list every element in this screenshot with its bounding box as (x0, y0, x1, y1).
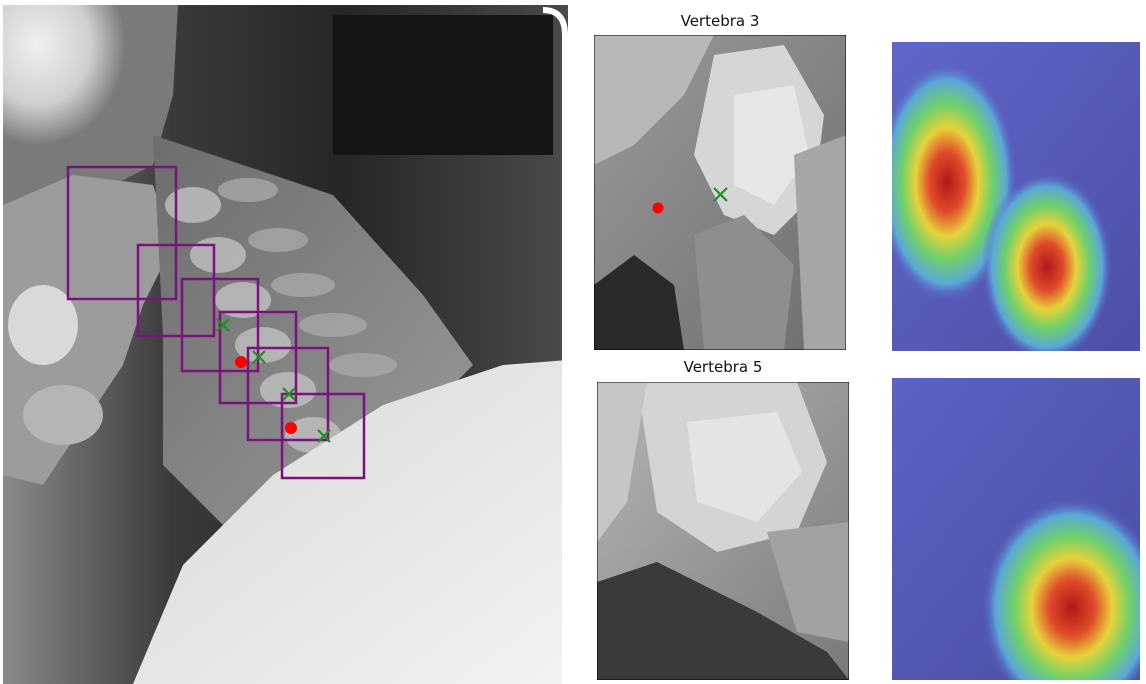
green-x-marker (252, 350, 266, 364)
heatmap-panel-2 (892, 378, 1140, 680)
crop-title-1: Vertebra 3 (680, 12, 760, 30)
crop-image-vertebra-3 (594, 35, 846, 350)
vertebra-box-2 (136, 243, 216, 338)
crop-panel-2 (597, 382, 849, 680)
xray-image (3, 5, 568, 684)
green-x-marker (713, 187, 728, 202)
red-dot-marker (235, 356, 247, 368)
heatmap-image-1 (892, 42, 1140, 351)
heatmap-panel-1 (892, 42, 1140, 351)
green-x-marker (216, 318, 230, 332)
vertebra-box-1 (66, 165, 178, 301)
crop-image-vertebra-5 (597, 382, 849, 680)
crop-title-2: Vertebra 5 (683, 358, 763, 376)
heatmap-image-2 (892, 378, 1140, 680)
vertebra-box-4 (218, 310, 298, 405)
green-x-marker (282, 387, 296, 401)
heatmap-hotspot (982, 498, 1140, 680)
vertebra-box-6 (280, 392, 366, 480)
red-dot-marker (652, 202, 664, 214)
green-x-marker (317, 429, 331, 443)
heatmap-hotspot (982, 172, 1112, 351)
xray-panel (3, 5, 568, 684)
red-dot-marker (285, 422, 297, 434)
crop-panel-1 (594, 35, 846, 350)
